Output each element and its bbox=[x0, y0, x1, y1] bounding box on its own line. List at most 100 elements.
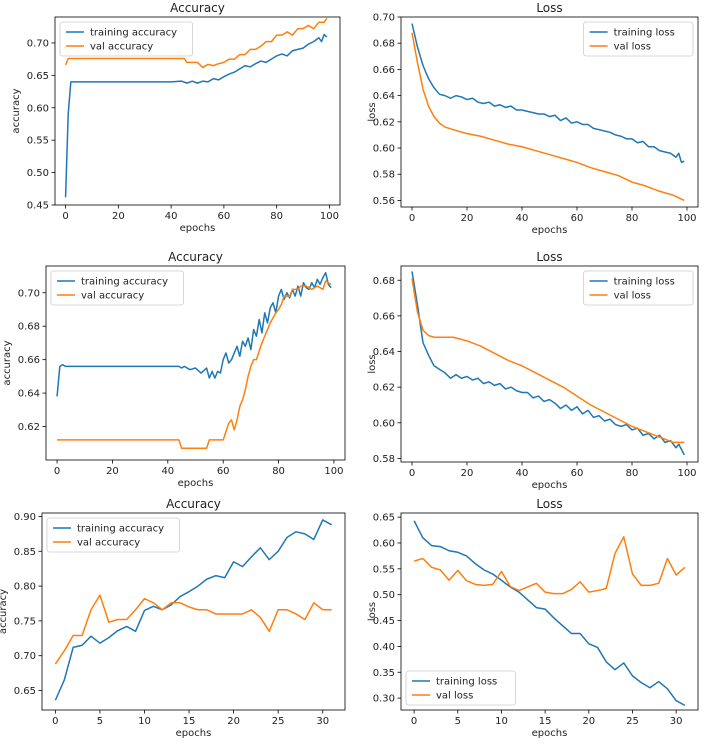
y-tick-label: 0.66 bbox=[373, 65, 395, 76]
x-tick-label: 0 bbox=[62, 211, 68, 222]
chart-svg: Accuracy 0 20 40 60 80 100 0.62 0.64 0.66 0.68 0.70… bbox=[2, 250, 346, 489]
y-tick-label: 0.55 bbox=[27, 136, 49, 147]
axes-frame bbox=[400, 512, 699, 711]
y-tick-label: 0.90 bbox=[14, 512, 36, 523]
y-tick-label: 0.62 bbox=[18, 422, 40, 433]
y-tick-label: 0.60 bbox=[373, 538, 395, 549]
y-tick-label: 0.65 bbox=[373, 513, 395, 524]
legend: training accuracy val accuracy bbox=[59, 21, 194, 57]
x-tick-label: 100 bbox=[324, 466, 343, 477]
chart-svg: Accuracy 0 5 10 15 20 25 30 0.65 0.70 0.75 0.80 0.85… bbox=[0, 497, 346, 739]
x-axis-label: epochs bbox=[176, 728, 212, 739]
x-tick-label: 0 bbox=[54, 466, 60, 477]
val-series-line bbox=[413, 536, 686, 595]
legend: training accuracy val accuracy bbox=[50, 270, 185, 306]
x-tick-label: 0 bbox=[52, 716, 58, 727]
x-tick-label: 20 bbox=[227, 716, 240, 727]
y-tick-label: 0.66 bbox=[18, 355, 40, 366]
val-series-line bbox=[57, 280, 332, 450]
chart-loss-3: Loss 0 5 10 15 20 25 30 0.30 0.35 0.40 0.45 0.50 0.55… bbox=[353, 496, 706, 745]
x-tick-label: 40 bbox=[516, 213, 529, 224]
x-tick-label: 80 bbox=[270, 211, 283, 222]
legend: training accuracy val accuracy bbox=[46, 517, 181, 553]
y-tick-label: 0.80 bbox=[14, 582, 36, 593]
x-tick-label: 30 bbox=[316, 716, 329, 727]
training-legend-label: training loss bbox=[436, 677, 497, 688]
x-axis-label: epochs bbox=[178, 478, 214, 489]
chart-loss-2: Loss 0 20 40 60 80 100 0.58 0.60 0.62 0.64 0.66 0.68… bbox=[353, 248, 706, 496]
x-tick-label: 80 bbox=[626, 213, 639, 224]
y-tick-label: 0.50 bbox=[27, 168, 49, 179]
x-tick-label: 10 bbox=[138, 716, 151, 727]
chart-svg: Loss 0 20 40 60 80 100 0.56 0.58 0.60 0.62 0.64 0.66… bbox=[367, 1, 699, 236]
legend-box bbox=[405, 670, 516, 706]
y-tick-label: 0.45 bbox=[373, 616, 395, 627]
y-tick-label: 0.62 bbox=[373, 383, 395, 394]
x-tick-label: 15 bbox=[183, 716, 196, 727]
x-tick-label: 80 bbox=[272, 466, 285, 477]
training-legend-label: training loss bbox=[614, 277, 675, 288]
y-tick-label: 0.64 bbox=[373, 347, 395, 358]
y-tick-label: 0.68 bbox=[373, 276, 395, 287]
x-tick-label: 5 bbox=[97, 716, 103, 727]
chart-title: Loss bbox=[536, 497, 562, 511]
val-legend-label: val loss bbox=[614, 42, 651, 53]
y-tick-label: 0.85 bbox=[14, 547, 36, 558]
chart-accuracy-3: Accuracy 0 5 10 15 20 25 30 0.65 0.70 0.75 0.80 0.85… bbox=[0, 496, 353, 745]
legend: training loss val loss bbox=[583, 270, 694, 306]
training-series-line bbox=[54, 519, 332, 701]
val-legend-label: val accuracy bbox=[77, 538, 140, 549]
training-legend-label: training accuracy bbox=[77, 524, 164, 535]
x-tick-label: 20 bbox=[461, 468, 474, 479]
y-tick-label: 0.35 bbox=[373, 668, 395, 679]
x-tick-label: 60 bbox=[571, 213, 584, 224]
x-tick-label: 40 bbox=[165, 211, 178, 222]
y-tick-label: 0.40 bbox=[373, 642, 395, 653]
legend-box bbox=[59, 21, 194, 57]
x-tick-label: 40 bbox=[161, 466, 174, 477]
y-axis-label: loss bbox=[367, 102, 378, 121]
x-tick-label: 25 bbox=[626, 716, 639, 727]
y-tick-label: 0.64 bbox=[373, 91, 395, 102]
chart-svg: Accuracy 0 20 40 60 80 100 0.45 0.50 0.55 0.60 0.65… bbox=[11, 1, 341, 234]
x-axis-label: epochs bbox=[532, 225, 568, 236]
series-group bbox=[56, 271, 332, 450]
series-group bbox=[413, 520, 686, 707]
chart-svg: Loss 0 20 40 60 80 100 0.58 0.60 0.62 0.64 0.66 0.68… bbox=[367, 250, 699, 491]
x-tick-label: 60 bbox=[218, 211, 231, 222]
axes-frame bbox=[45, 265, 346, 461]
chart-title: Loss bbox=[536, 1, 562, 15]
y-tick-label: 0.50 bbox=[373, 590, 395, 601]
chart-accuracy-1: Accuracy 0 20 40 60 80 100 0.45 0.50 0.55 0.60 0.65… bbox=[0, 0, 353, 248]
x-tick-label: 0 bbox=[411, 716, 417, 727]
x-tick-label: 40 bbox=[516, 468, 529, 479]
val-legend-label: val accuracy bbox=[90, 42, 153, 53]
y-tick-label: 0.55 bbox=[373, 564, 395, 575]
y-axis-label: accuracy bbox=[0, 589, 9, 634]
y-tick-label: 0.70 bbox=[27, 38, 49, 49]
chart-svg: Loss 0 5 10 15 20 25 30 0.30 0.35 0.40 0.45 0.50 0.55… bbox=[367, 497, 699, 739]
y-axis-label: loss bbox=[367, 354, 378, 373]
val-legend-label: val loss bbox=[614, 291, 651, 302]
val-series-line bbox=[54, 594, 332, 665]
legend-box bbox=[50, 270, 185, 306]
series-group bbox=[54, 519, 332, 701]
x-tick-label: 20 bbox=[112, 211, 125, 222]
y-tick-label: 0.62 bbox=[373, 117, 395, 128]
y-tick-label: 0.70 bbox=[14, 651, 36, 662]
x-tick-label: 80 bbox=[626, 468, 639, 479]
x-tick-label: 20 bbox=[461, 213, 474, 224]
x-axis-label: epochs bbox=[532, 480, 568, 491]
x-tick-label: 100 bbox=[677, 468, 696, 479]
val-series-line bbox=[411, 32, 685, 202]
y-tick-label: 0.60 bbox=[373, 144, 395, 155]
chart-title: Loss bbox=[536, 250, 562, 264]
y-tick-label: 0.30 bbox=[373, 694, 395, 705]
axes-frame bbox=[400, 265, 699, 463]
training-series-line bbox=[413, 520, 686, 707]
y-tick-label: 0.58 bbox=[373, 170, 395, 181]
chart-title: Accuracy bbox=[166, 497, 221, 511]
val-series-line bbox=[64, 17, 328, 69]
y-tick-label: 0.65 bbox=[27, 71, 49, 82]
y-tick-label: 0.64 bbox=[18, 389, 40, 400]
